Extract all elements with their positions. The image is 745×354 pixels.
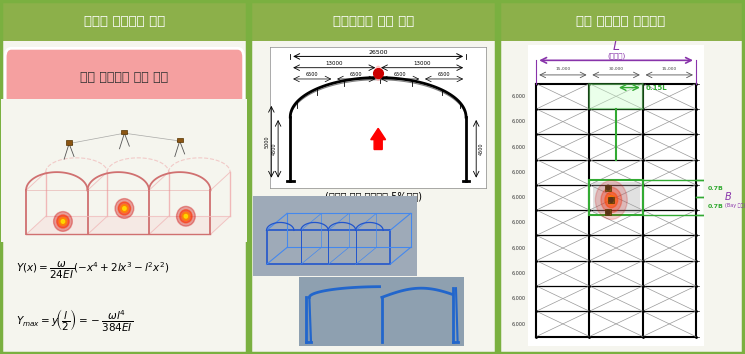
Text: 최종 스마트볼 최적위치: 최종 스마트볼 최적위치 xyxy=(577,15,665,28)
Bar xyxy=(499,1,743,41)
Text: 최적 스마트볼 센서 위치: 최적 스마트볼 센서 위치 xyxy=(80,71,168,84)
Text: $Y(x) = \dfrac{\omega}{24EI}(-x^4 + 2lx^3 - l^2x^2)$: $Y(x) = \dfrac{\omega}{24EI}(-x^4 + 2lx^… xyxy=(16,260,170,281)
Text: 이론적 최적위치 산정: 이론적 최적위치 산정 xyxy=(83,15,165,28)
Text: $Y_{max} = y\!\left(\dfrac{l}{2}\right) = -\dfrac{\omega l^4}{384EI}$: $Y_{max} = y\!\left(\dfrac{l}{2}\right) … xyxy=(16,307,133,333)
FancyBboxPatch shape xyxy=(5,48,244,107)
Bar xyxy=(1,1,247,41)
Bar xyxy=(250,1,496,41)
Text: (이론상 변위 오차범위 5%이내): (이론상 변위 오차범위 5%이내) xyxy=(325,192,422,201)
Text: 선형해석을 통한 비교: 선형해석을 통한 비교 xyxy=(332,15,414,28)
